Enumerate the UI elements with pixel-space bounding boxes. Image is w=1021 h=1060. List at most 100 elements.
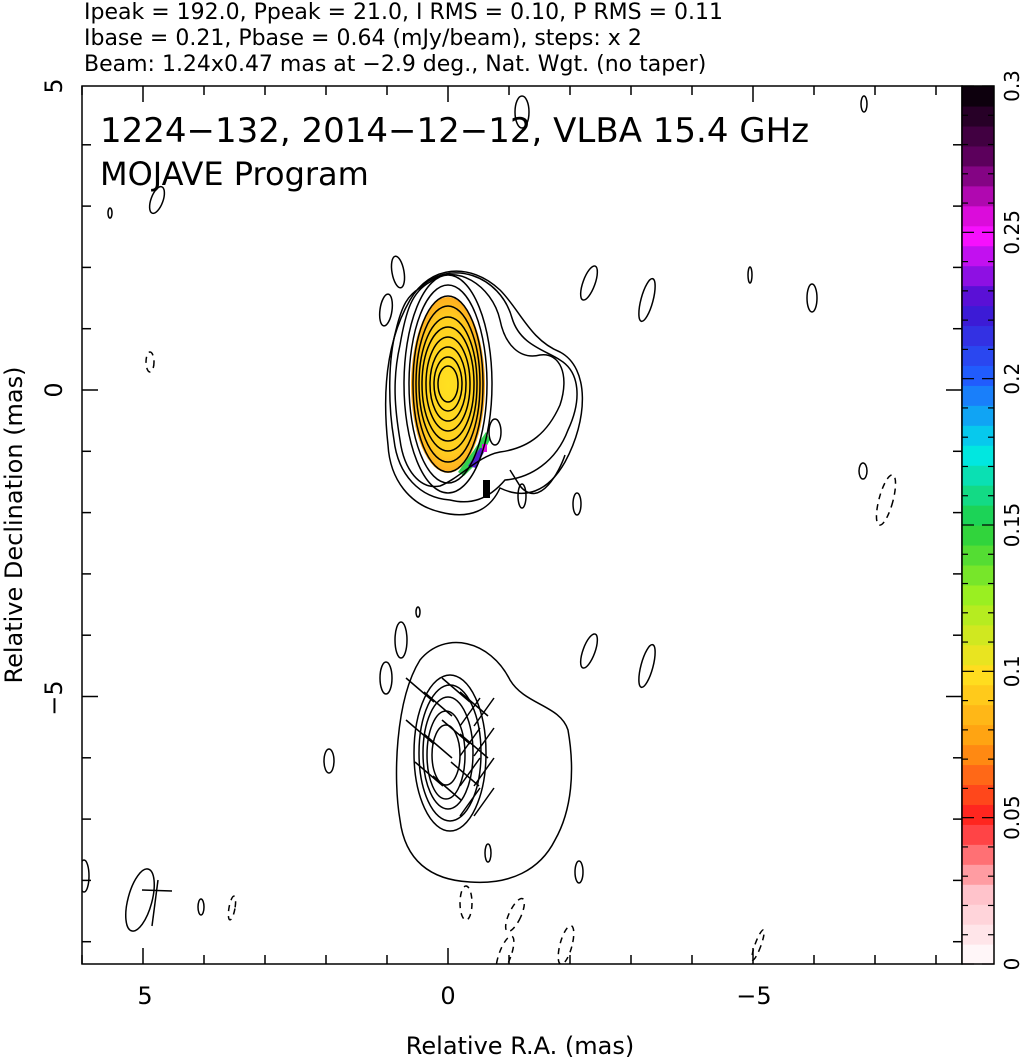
- x-tick-label: 5: [137, 982, 152, 1010]
- y-tick-label: 5: [40, 78, 68, 93]
- colorbar-cell: [962, 684, 994, 706]
- colorbar-labels: 0 0.05 0.1 0.15 0.2 0.25 0.3: [1000, 70, 1021, 970]
- colorbar-cell: [962, 485, 994, 506]
- polarization-max-pixel: [482, 444, 487, 452]
- colorbar-cell: [962, 465, 994, 486]
- contour-island: [747, 266, 753, 284]
- contour-island: [82, 859, 90, 893]
- colorbar-tick-label: 0.1: [1000, 655, 1021, 687]
- colorbar-tick-label: 0: [1000, 958, 1021, 971]
- evpa-vector: [405, 677, 435, 703]
- colorbar-cell: [962, 604, 994, 626]
- contour-island: [323, 748, 335, 774]
- polarization-high-streak: [458, 432, 490, 476]
- negative-contour: [227, 895, 237, 921]
- contour-ring: [433, 356, 463, 412]
- x-tick-label: −5: [736, 982, 771, 1010]
- x-tick-label: 0: [440, 982, 455, 1010]
- y-tick-label: 0: [40, 382, 68, 397]
- contour-island: [415, 606, 421, 618]
- colorbar-cell: [962, 644, 994, 666]
- evpa-tick: [483, 480, 490, 498]
- contour-island: [858, 462, 868, 480]
- colorbar: [962, 86, 994, 965]
- contour-line: [388, 272, 578, 503]
- colorbar-cell: [962, 744, 994, 766]
- axis-ticks: [81, 86, 962, 964]
- contour-ring: [429, 346, 467, 422]
- colorbar-cell: [962, 225, 994, 247]
- colorbar-cell: [962, 664, 994, 686]
- data-layer: [82, 95, 897, 964]
- evpa-vector: [414, 761, 444, 787]
- polarization-intensity-region: [411, 297, 485, 473]
- contour-island: [514, 95, 530, 129]
- y-axis-label: Relative Declination (mas): [0, 366, 28, 683]
- evpa-vector: [423, 691, 453, 717]
- colorbar-cell: [962, 105, 994, 127]
- negative-contour: [459, 885, 473, 921]
- colorbar-cell: [962, 944, 994, 965]
- evpa-vector: [459, 727, 481, 757]
- plot-subtitle: MOJAVE Program: [100, 155, 369, 193]
- evpa-vector: [441, 677, 471, 703]
- colorbar-cell: [962, 584, 994, 606]
- contour-line: [384, 270, 584, 516]
- colorbar-cell: [962, 125, 994, 147]
- colorbar-ticks: [962, 85, 994, 965]
- colorbar-cell: [962, 265, 994, 287]
- contour-island: [390, 255, 406, 289]
- contour-ring: [421, 326, 475, 442]
- header-line-1: Ipeak = 192.0, Ppeak = 21.0, I RMS = 0.1…: [84, 0, 723, 25]
- contour-island: [378, 293, 394, 327]
- contour-ring: [422, 696, 474, 810]
- colorbar-cell: [962, 425, 994, 446]
- negative-contour: [504, 897, 526, 933]
- contour-island: [379, 661, 393, 695]
- evpa-vector: [473, 757, 495, 787]
- colorbar-tick-label: 0.15: [1000, 503, 1021, 548]
- colorbar-cell: [962, 804, 994, 825]
- contour-island: [579, 633, 599, 669]
- contour-island: [579, 265, 599, 301]
- contour-line: [394, 273, 565, 488]
- colorbar-tick-label: 0.3: [1000, 70, 1021, 102]
- colorbar-cell: [962, 365, 994, 386]
- colorbar-cell: [962, 145, 994, 167]
- contour-island: [860, 95, 868, 113]
- colorbar-cell: [962, 784, 994, 805]
- evpa-vector: [459, 787, 481, 817]
- contour-island: [197, 898, 205, 916]
- negative-contour: [875, 474, 897, 526]
- negative-contour: [557, 924, 575, 964]
- evpa-vector: [441, 719, 471, 745]
- colorbar-cell: [962, 764, 994, 786]
- contour-ring: [437, 365, 459, 403]
- evpa-vector: [473, 697, 495, 727]
- evpa-vector: [459, 757, 481, 787]
- evpa-vector: [473, 787, 495, 817]
- contour-ring: [418, 316, 478, 452]
- contour-island: [394, 621, 408, 659]
- header-line-3: Beam: 1.24x0.47 mas at −2.9 deg., Nat. W…: [84, 52, 706, 77]
- colorbar-cell: [962, 884, 994, 905]
- colorbar-cell: [962, 704, 994, 726]
- contour-ring: [412, 295, 484, 473]
- colorbar-cell: [962, 185, 994, 207]
- colorbar-cell: [962, 385, 994, 406]
- colorbar-cell: [962, 544, 994, 566]
- colorbar-tick-label: 0.25: [1000, 210, 1021, 255]
- negative-contour: [145, 351, 155, 373]
- contour-island: [125, 868, 155, 932]
- x-axis-label: Relative R.A. (mas): [406, 1032, 634, 1060]
- evpa-vector: [405, 719, 435, 745]
- colorbar-cell: [962, 904, 994, 925]
- colorbar-tick-label: 0.2: [1000, 363, 1021, 395]
- evpa-vector: [450, 761, 480, 787]
- contour-island: [638, 277, 656, 323]
- contour-ring: [415, 305, 481, 463]
- contour-island: [484, 843, 492, 863]
- beam-minor-axis: [141, 889, 173, 892]
- contour-island: [806, 283, 818, 313]
